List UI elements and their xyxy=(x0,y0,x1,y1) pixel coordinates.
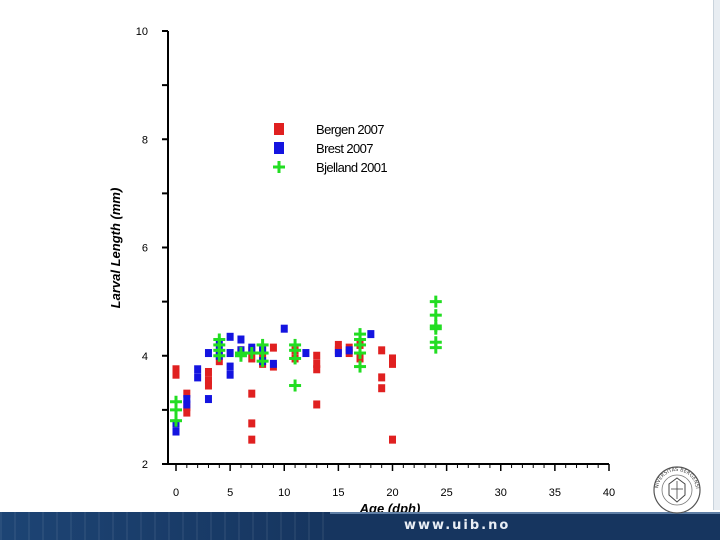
data-point xyxy=(429,336,442,349)
data-point xyxy=(172,370,180,379)
data-point xyxy=(389,359,396,368)
x-tick-label: 35 xyxy=(549,487,561,499)
footer-url[interactable]: www.uib.no xyxy=(404,518,511,533)
data-point xyxy=(378,346,386,355)
data-point xyxy=(204,395,212,404)
data-point xyxy=(367,330,375,339)
data-point xyxy=(334,349,342,358)
data-points xyxy=(170,295,442,444)
data-point xyxy=(429,309,442,322)
legend-marker xyxy=(274,123,284,135)
data-point xyxy=(237,335,245,344)
data-point xyxy=(289,379,302,392)
data-point xyxy=(213,333,226,346)
data-point xyxy=(226,370,234,379)
data-point xyxy=(289,338,302,351)
data-point xyxy=(183,395,191,404)
data-point xyxy=(248,435,256,444)
university-seal-icon: UNIVERSITAS BERGENSIS xyxy=(652,465,701,514)
data-point xyxy=(226,362,234,371)
data-point xyxy=(248,389,256,398)
data-point xyxy=(183,400,191,409)
data-point xyxy=(378,373,386,382)
footer-divider xyxy=(0,512,720,514)
data-point xyxy=(269,359,277,368)
y-tick-label: 4 xyxy=(142,351,148,363)
x-tick-label: 25 xyxy=(441,487,453,499)
map-decoration xyxy=(0,512,330,540)
x-tick-label: 5 xyxy=(227,487,233,499)
data-point xyxy=(226,332,234,341)
data-point xyxy=(280,324,288,333)
data-point xyxy=(256,338,269,351)
y-tick-label: 8 xyxy=(142,134,148,146)
legend-label: Bjelland 2001 xyxy=(316,160,387,175)
data-point xyxy=(172,427,180,436)
footer-bar: www.uib.no xyxy=(0,512,720,540)
x-ticks: 0 5 10 15 20 25 30 35 40 xyxy=(173,464,615,499)
data-point xyxy=(313,359,321,368)
legend: Bergen 2007 Brest 2007 Bjelland 2001 xyxy=(273,122,388,175)
data-point xyxy=(183,389,191,398)
data-point xyxy=(429,319,442,332)
x-tick-label: 0 xyxy=(173,487,179,499)
data-point xyxy=(429,295,442,308)
x-tick-label: 20 xyxy=(386,487,398,499)
data-point xyxy=(194,373,202,382)
data-point xyxy=(204,381,212,390)
data-point xyxy=(389,354,396,363)
data-point xyxy=(378,384,386,393)
data-point xyxy=(183,408,191,417)
data-point xyxy=(204,367,212,376)
data-point xyxy=(354,328,367,341)
legend-marker xyxy=(274,142,284,154)
data-point xyxy=(204,376,212,385)
data-point xyxy=(313,351,321,360)
x-tick-label: 40 xyxy=(603,487,615,499)
data-point xyxy=(172,365,180,374)
y-tick-label: 10 xyxy=(136,26,148,38)
data-point xyxy=(345,346,353,355)
data-point xyxy=(194,365,202,374)
y-axis-label: Larval Length (mm) xyxy=(108,188,123,309)
y-tick-label: 2 xyxy=(142,459,148,471)
data-point xyxy=(226,349,234,358)
x-tick-label: 10 xyxy=(278,487,290,499)
x-tick-label: 30 xyxy=(495,487,507,499)
data-point xyxy=(313,400,321,409)
data-point xyxy=(234,347,247,360)
data-point xyxy=(302,349,310,358)
data-point xyxy=(170,414,182,427)
y-tick-label: 6 xyxy=(142,243,148,255)
legend-marker xyxy=(273,161,285,173)
data-point xyxy=(389,435,396,444)
data-point xyxy=(334,340,342,349)
data-point xyxy=(245,347,258,360)
y-ticks: 2 4 6 8 10 xyxy=(136,26,168,471)
data-point xyxy=(248,419,256,428)
x-tick-label: 15 xyxy=(332,487,344,499)
legend-label: Brest 2007 xyxy=(316,141,373,156)
data-point xyxy=(313,365,321,374)
data-point xyxy=(269,343,277,352)
right-border xyxy=(713,0,720,510)
data-point xyxy=(204,349,212,358)
chart-axes xyxy=(167,31,609,465)
data-point xyxy=(170,395,182,408)
legend-label: Bergen 2007 xyxy=(316,122,384,137)
data-point xyxy=(354,360,367,373)
